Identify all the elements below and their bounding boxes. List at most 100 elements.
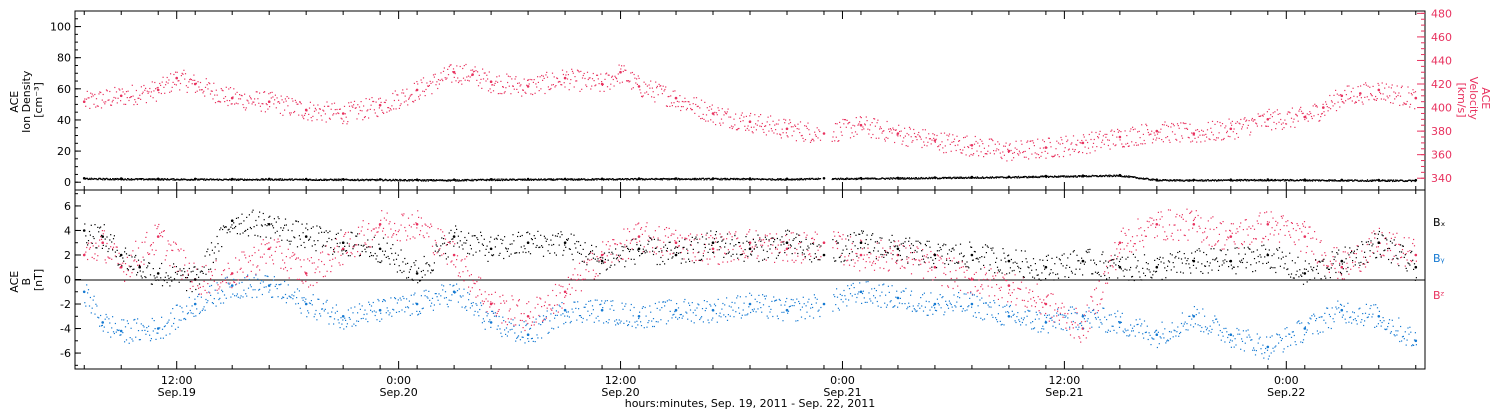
velocity-series-point — [1271, 129, 1273, 131]
velocity-series-point — [883, 130, 885, 132]
density-series-data-point — [489, 178, 493, 181]
bz-series-point — [454, 243, 456, 245]
density-series-point — [611, 179, 613, 181]
velocity-series-point — [1156, 133, 1159, 135]
velocity-series-point — [615, 77, 617, 79]
velocity-series-point — [1365, 84, 1367, 86]
velocity-series-point — [868, 133, 870, 135]
velocity-series-point — [1209, 138, 1211, 141]
velocity-series-point — [85, 105, 87, 107]
density-series-point — [1264, 180, 1266, 182]
velocity-series-point — [382, 111, 384, 113]
velocity-series-point — [328, 105, 330, 107]
density-series-point — [1152, 179, 1154, 181]
velocity-series-point — [943, 152, 945, 154]
velocity-series-point — [910, 136, 912, 138]
velocity-series-point — [148, 91, 150, 93]
density-series-point — [472, 180, 474, 182]
velocity-series-data-point — [489, 80, 493, 83]
density-series-point — [914, 177, 916, 179]
velocity-series-point — [594, 85, 596, 87]
velocity-series-point — [131, 84, 133, 86]
velocity-series-point — [1351, 100, 1353, 102]
bz-series-point — [360, 230, 362, 232]
velocity-series-point — [889, 128, 891, 130]
velocity-series-point — [685, 101, 687, 103]
velocity-series-point — [773, 132, 775, 134]
density-series-point — [1371, 179, 1373, 181]
density-series-point — [333, 179, 335, 181]
velocity-series-point — [1346, 85, 1348, 87]
velocity-series-point — [248, 102, 250, 104]
velocity-series-point — [388, 107, 390, 109]
velocity-series-point — [271, 91, 273, 93]
velocity-series-point — [253, 101, 255, 103]
velocity-series-point — [710, 119, 712, 121]
density-series-point — [694, 179, 696, 181]
velocity-series-point — [1061, 139, 1063, 141]
density-series-point — [166, 178, 169, 180]
velocity-series-point — [722, 122, 724, 124]
velocity-series-point — [220, 88, 222, 90]
velocity-series-point — [481, 87, 483, 89]
velocity-series-point — [252, 101, 254, 103]
density-series-point — [910, 178, 912, 180]
velocity-series-point — [666, 105, 668, 107]
density-series-point — [261, 179, 263, 181]
bz-series-point — [254, 252, 256, 254]
bz-series-point — [278, 241, 280, 243]
bz-series-point — [409, 238, 411, 240]
bz-series-point — [135, 240, 137, 242]
bz-series-point — [332, 258, 334, 260]
bz-series-point — [193, 262, 195, 264]
velocity-series-point — [1221, 139, 1223, 141]
bz-series-point — [347, 231, 349, 233]
density-series-point — [1177, 179, 1179, 181]
bz-series-point — [430, 223, 432, 225]
velocity-series-point — [159, 82, 161, 85]
velocity-series-point — [174, 83, 176, 85]
velocity-series-point — [400, 103, 402, 105]
velocity-series-point — [200, 89, 202, 91]
bz-series-point — [154, 224, 156, 226]
velocity-series-point — [363, 116, 366, 119]
bz-series-point — [504, 302, 506, 304]
velocity-series-point — [444, 77, 446, 79]
velocity-series-point — [1297, 120, 1299, 122]
velocity-series-point — [1379, 91, 1381, 93]
density-series-point — [1065, 176, 1067, 178]
velocity-series-point — [237, 103, 239, 105]
bz-series-point — [123, 271, 125, 273]
velocity-series-point — [100, 91, 102, 94]
velocity-series-point — [775, 123, 777, 125]
velocity-series-point — [677, 105, 679, 108]
density-series-point — [875, 178, 877, 180]
velocity-series-point — [726, 111, 728, 113]
velocity-series-point — [497, 93, 499, 95]
density-series-point — [761, 178, 763, 180]
velocity-series-point — [406, 88, 408, 90]
density-series-point — [521, 178, 523, 180]
bz-series-point — [219, 286, 221, 288]
velocity-series-point — [776, 133, 778, 135]
velocity-series-point — [1293, 118, 1295, 120]
density-series-point — [1176, 179, 1178, 181]
velocity-series-point — [1182, 122, 1184, 124]
velocity-series-point — [1380, 98, 1382, 100]
velocity-series-point — [601, 81, 603, 83]
velocity-series-point — [749, 115, 751, 117]
velocity-series-point — [423, 90, 425, 93]
velocity-series-point — [1341, 101, 1343, 103]
velocity-series-point — [631, 71, 633, 74]
density-series-point — [1121, 175, 1123, 177]
bz-series-point — [785, 234, 787, 237]
density-series-point — [959, 176, 961, 178]
density-series-point — [655, 177, 657, 180]
velocity-series-point — [1251, 119, 1253, 121]
density-series-point — [427, 179, 429, 181]
density-series-point — [433, 179, 435, 181]
velocity-series-point — [1201, 134, 1204, 136]
density-series-point — [1253, 179, 1255, 181]
velocity-series-point — [261, 103, 263, 105]
velocity-series-point — [1343, 102, 1345, 104]
